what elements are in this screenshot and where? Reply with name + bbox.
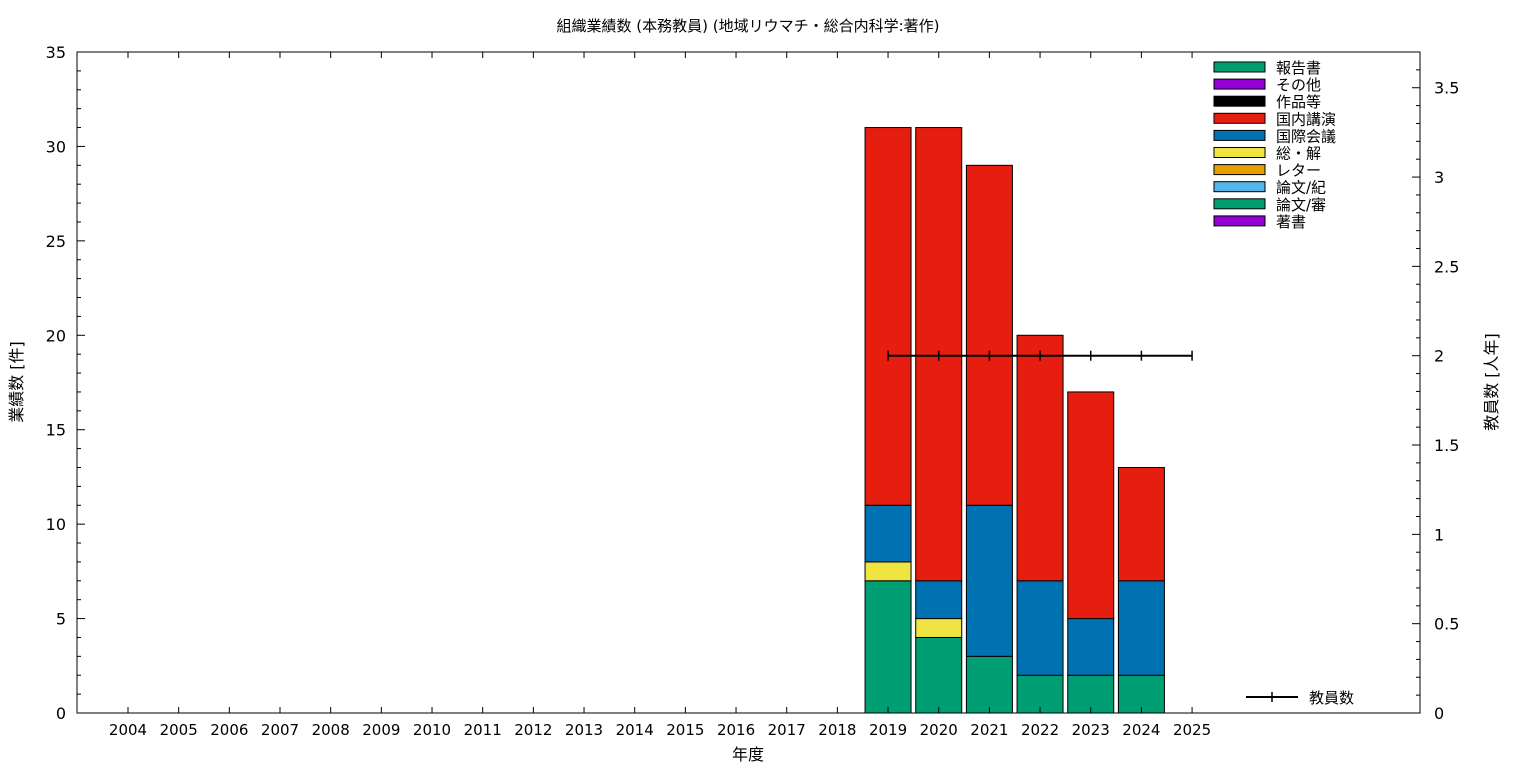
legend-label: 国内講演 bbox=[1276, 110, 1336, 128]
y2-tick-label: 2.5 bbox=[1434, 257, 1459, 276]
x-tick-label: 2019 bbox=[869, 721, 907, 739]
x-tick-label: 2022 bbox=[1021, 721, 1059, 739]
x-tick-label: 2007 bbox=[261, 721, 299, 739]
bar-segment bbox=[1067, 618, 1115, 676]
legend-label: 総・解 bbox=[1276, 145, 1321, 163]
x-tick-label: 2008 bbox=[312, 721, 350, 739]
legend-swatch bbox=[1213, 95, 1266, 107]
bar-segment bbox=[864, 127, 912, 506]
bar-segment bbox=[1016, 580, 1064, 676]
y-tick-label: 25 bbox=[46, 232, 66, 251]
chart-title: 組織業績数 (本務教員) (地域リウマチ・総合内科学:著作) bbox=[556, 17, 939, 35]
x-tick-labels: 2004 2005 2006 2007 2008 2009 2010 2011 2012 2013… bbox=[109, 52, 1211, 739]
x-tick-label: 2020 bbox=[920, 721, 958, 739]
bar-segment bbox=[965, 164, 1013, 506]
y-tick-label: 0 bbox=[56, 704, 66, 723]
x-tick-label: 2013 bbox=[565, 721, 603, 739]
y-tick-label: 35 bbox=[46, 43, 66, 62]
y-tick-label: 15 bbox=[46, 421, 66, 440]
bar-segment bbox=[1016, 334, 1064, 582]
legend-swatch bbox=[1213, 129, 1266, 141]
y-tick-label: 30 bbox=[46, 137, 66, 156]
legend-label: 作品等 bbox=[1276, 93, 1321, 111]
y-tick-label: 5 bbox=[56, 610, 66, 629]
legend-swatch bbox=[1213, 215, 1266, 227]
plot-frame bbox=[76, 51, 1421, 714]
x-tick-label: 2005 bbox=[160, 721, 198, 739]
y-tick-label: 20 bbox=[46, 326, 66, 345]
y2-tick-label: 2 bbox=[1434, 347, 1444, 366]
bars-layer bbox=[864, 127, 1165, 714]
x-axis-label: 年度 bbox=[732, 745, 764, 764]
x-tick-label: 2021 bbox=[970, 721, 1008, 739]
bar-segment bbox=[965, 504, 1013, 657]
legend-label: 論文/紀 bbox=[1276, 179, 1326, 197]
legend-label: その他 bbox=[1276, 76, 1321, 94]
bar-segment bbox=[915, 580, 963, 620]
bar-segment bbox=[915, 636, 963, 714]
x-tick-label: 2025 bbox=[1173, 721, 1211, 739]
y-axis-label: 業績数 [件] bbox=[7, 341, 26, 423]
x-tick-label: 2009 bbox=[362, 721, 400, 739]
line-legend-label: 教員数 bbox=[1309, 689, 1354, 707]
bar-segment bbox=[864, 504, 912, 563]
bar-segment bbox=[864, 561, 912, 582]
x-tick-label: 2023 bbox=[1072, 721, 1110, 739]
x-tick-label: 2011 bbox=[464, 721, 502, 739]
y-axis-ticks: 0 5 10 15 20 25 30 35 bbox=[46, 43, 85, 723]
legend-swatch bbox=[1213, 61, 1266, 73]
x-tick-label: 2004 bbox=[109, 721, 147, 739]
legend-swatch bbox=[1213, 181, 1266, 193]
bar-segment bbox=[1067, 391, 1115, 620]
y2-tick-label: 1 bbox=[1434, 525, 1444, 544]
x-tick-label: 2010 bbox=[413, 721, 451, 739]
bar-segment bbox=[1117, 580, 1165, 676]
x-tick-label: 2014 bbox=[616, 721, 654, 739]
bar-segment bbox=[864, 580, 912, 714]
y2-axis-ticks: 0 0.5 1 1.5 2 2.5 3 3.5 bbox=[1412, 51, 1459, 723]
legend-swatch bbox=[1213, 164, 1266, 176]
y2-tick-label: 1.5 bbox=[1434, 436, 1459, 455]
x-tick-label: 2024 bbox=[1122, 721, 1160, 739]
x-tick-label: 2006 bbox=[210, 721, 248, 739]
line-legend: 教員数 bbox=[1246, 689, 1354, 707]
legend-label: レター bbox=[1276, 162, 1321, 180]
bar-segment bbox=[965, 655, 1013, 714]
x-tick-label: 2018 bbox=[818, 721, 856, 739]
bar-segment bbox=[1117, 674, 1165, 714]
x-tick-label: 2017 bbox=[768, 721, 806, 739]
x-tick-label: 2016 bbox=[717, 721, 755, 739]
y2-tick-label: 0.5 bbox=[1434, 615, 1459, 634]
y-tick-label: 10 bbox=[46, 515, 66, 534]
legend-label: 国際会議 bbox=[1276, 127, 1336, 145]
legend-label: 論文/審 bbox=[1276, 196, 1326, 214]
y2-tick-label: 3 bbox=[1434, 168, 1444, 187]
bar-segment bbox=[1117, 466, 1165, 582]
y2-axis-label: 教員数 [人年] bbox=[1482, 333, 1501, 431]
legend-swatch bbox=[1213, 198, 1266, 210]
staff-line-layer bbox=[887, 350, 1193, 361]
legend-label: 著書 bbox=[1276, 213, 1306, 231]
y2-tick-label: 0 bbox=[1434, 704, 1444, 723]
legend-label: 報告書 bbox=[1276, 59, 1321, 77]
x-tick-label: 2012 bbox=[514, 721, 552, 739]
y2-tick-label: 3.5 bbox=[1434, 79, 1459, 98]
legend-swatch bbox=[1213, 112, 1266, 124]
bar-segment bbox=[915, 618, 963, 638]
legend-swatch bbox=[1213, 147, 1266, 158]
legend-swatch bbox=[1213, 78, 1266, 90]
bar-segment bbox=[1016, 674, 1064, 714]
x-tick-label: 2015 bbox=[666, 721, 704, 739]
